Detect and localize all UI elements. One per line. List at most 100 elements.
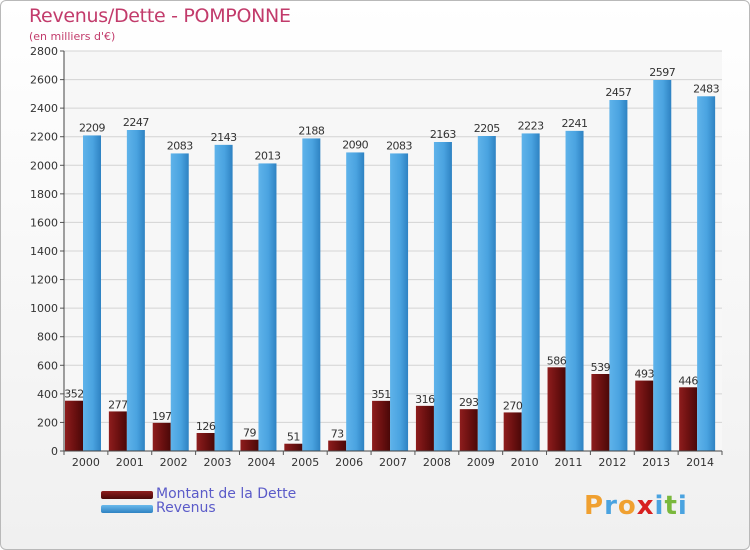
y-tick-label: 200 xyxy=(37,416,58,429)
debt-bar xyxy=(108,411,127,451)
legend-label-dette: Montant de la Dette xyxy=(156,486,297,502)
revenue-value-label: 2163 xyxy=(430,128,456,141)
x-tick-label: 2005 xyxy=(291,456,319,469)
y-tick-label: 2200 xyxy=(30,131,58,144)
chart-title: Revenus/Dette - POMPONNE xyxy=(29,5,291,27)
x-tick-label: 2007 xyxy=(379,456,407,469)
revenue-bar xyxy=(346,152,365,451)
revenue-bar xyxy=(477,136,496,451)
debt-value-label: 79 xyxy=(243,427,256,440)
debt-bar xyxy=(459,409,478,451)
revenue-bar xyxy=(609,100,628,451)
debt-value-label: 446 xyxy=(678,374,698,387)
x-tick-label: 2014 xyxy=(686,456,714,469)
revenue-value-label: 2143 xyxy=(211,131,237,144)
revenue-value-label: 2188 xyxy=(298,124,324,137)
debt-bar xyxy=(679,387,698,451)
revenue-bar xyxy=(258,163,277,451)
x-tick-label: 2000 xyxy=(72,456,100,469)
revenue-bar xyxy=(83,135,101,451)
x-tick-label: 2010 xyxy=(511,456,539,469)
x-tick-label: 2013 xyxy=(642,456,670,469)
y-tick-label: 1200 xyxy=(30,274,58,287)
y-tick-label: 1000 xyxy=(30,302,58,315)
logo-letter: t xyxy=(664,491,678,521)
revenue-bar xyxy=(565,130,584,451)
revenue-value-label: 2483 xyxy=(693,82,719,95)
y-tick-label: 400 xyxy=(37,388,58,401)
debt-bar xyxy=(240,439,259,451)
debt-value-label: 539 xyxy=(591,361,611,374)
debt-value-label: 51 xyxy=(287,431,300,444)
proxiti-logo: Proxiti xyxy=(584,491,688,521)
revenue-value-label: 2597 xyxy=(649,66,675,79)
revenue-bar xyxy=(214,144,233,451)
revenue-bar xyxy=(170,153,189,451)
debt-bar xyxy=(65,400,83,451)
logo-letter: P xyxy=(584,491,605,521)
logo-letter: i xyxy=(654,491,665,521)
y-tick-label: 1400 xyxy=(30,245,58,258)
revenue-value-label: 2083 xyxy=(167,139,193,152)
revenue-bar xyxy=(433,142,452,451)
debt-bar xyxy=(328,440,347,451)
debt-value-label: 197 xyxy=(152,410,172,423)
revenue-value-label: 2205 xyxy=(474,122,500,135)
revenue-value-label: 2090 xyxy=(342,138,368,151)
debt-value-label: 493 xyxy=(635,368,655,381)
logo-letter: i xyxy=(677,491,688,521)
y-tick-label: 600 xyxy=(37,359,58,372)
y-tick-label: 1600 xyxy=(30,216,58,229)
debt-value-label: 351 xyxy=(371,388,391,401)
debt-bar xyxy=(284,443,303,451)
debt-bar xyxy=(591,374,610,451)
debt-value-label: 316 xyxy=(415,393,435,406)
debt-value-label: 270 xyxy=(503,399,523,412)
debt-value-label: 586 xyxy=(547,354,567,367)
debt-value-label: 352 xyxy=(64,388,84,401)
debt-value-label: 73 xyxy=(331,428,344,441)
x-tick-label: 2012 xyxy=(598,456,626,469)
y-tick-label: 2400 xyxy=(30,102,58,115)
x-tick-label: 2004 xyxy=(247,456,275,469)
y-tick-label: 1800 xyxy=(30,188,58,201)
revenue-bar xyxy=(390,153,409,451)
logo-letter: r xyxy=(604,491,618,521)
legend-swatch-dette xyxy=(101,491,153,499)
debt-value-label: 293 xyxy=(459,396,479,409)
revenue-value-label: 2209 xyxy=(79,121,105,134)
x-tick-label: 2002 xyxy=(160,456,188,469)
logo-letter: o xyxy=(617,491,637,521)
revenue-bar xyxy=(521,133,540,451)
legend-label-revenus: Revenus xyxy=(156,500,216,516)
x-tick-label: 2001 xyxy=(116,456,144,469)
revenue-bar xyxy=(697,96,716,452)
debt-value-label: 126 xyxy=(196,420,216,433)
debt-bar xyxy=(547,367,566,451)
revenue-bar xyxy=(302,138,321,451)
x-tick-label: 2009 xyxy=(467,456,495,469)
legend-swatch-revenus xyxy=(101,505,153,513)
debt-bar xyxy=(635,380,654,451)
y-tick-label: 2600 xyxy=(30,74,58,87)
x-tick-label: 2006 xyxy=(335,456,363,469)
revenue-value-label: 2241 xyxy=(562,117,588,130)
x-tick-label: 2008 xyxy=(423,456,451,469)
revenue-value-label: 2223 xyxy=(518,119,544,132)
y-tick-label: 0 xyxy=(51,445,58,458)
debt-bar xyxy=(152,422,171,451)
debt-bar xyxy=(415,405,434,451)
chart-subtitle: (en milliers d'€) xyxy=(29,30,116,43)
y-tick-label: 800 xyxy=(37,331,58,344)
y-tick-label: 2000 xyxy=(30,159,58,172)
logo-letter: x xyxy=(636,491,655,521)
y-tick-label: 2800 xyxy=(30,45,58,58)
revenue-bar xyxy=(126,130,145,451)
debt-bar xyxy=(372,400,391,451)
revenue-value-label: 2013 xyxy=(254,149,280,162)
x-tick-label: 2011 xyxy=(554,456,582,469)
revenue-value-label: 2247 xyxy=(123,116,149,129)
revenue-value-label: 2457 xyxy=(605,86,631,99)
